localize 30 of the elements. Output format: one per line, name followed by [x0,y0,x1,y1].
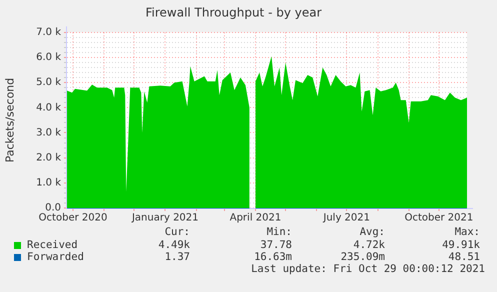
text: Avg: [360,226,385,238]
y-tick-label: 3.0 k [36,127,62,138]
x-tick-label: October 2020 [38,212,108,224]
chart-title: Firewall Throughput - by year [145,5,322,20]
x-tick-label: January 2021 [130,212,199,224]
y-axis-title: Packets/second [3,78,16,163]
y-tick-label: 5.0 k [36,77,62,88]
text: 49.91k [442,239,480,251]
legend-label: Received [27,239,78,251]
legend-label: Forwarded [27,251,84,263]
text: Cur: [164,226,190,238]
y-tick-label: 1.0 k [36,178,62,189]
y-tick-label: 0.0 [45,202,61,214]
text: 235.09m [340,251,385,263]
text: 16.63m [254,251,292,263]
x-tick-label: July 2021 [322,212,370,224]
y-tick-label: 7.0 k [36,26,62,38]
text: 4.72k [353,239,385,251]
y-tick-label: 4.0 k [36,102,62,114]
x-tick-label: April 2021 [230,212,282,224]
x-tick-label: October 2021 [404,212,474,224]
text: Max: [454,226,480,238]
text: 1.37 [164,251,190,263]
text: Min: [266,226,292,238]
text: 4.49k [158,239,190,251]
y-tick-label: 6.0 k [36,52,62,64]
text: 37.78 [260,239,292,251]
text: 48.51 [448,251,480,263]
text: Last update: Fri Oct 29 00:00:12 2021 [251,263,485,275]
y-tick-label: 2.0 k [36,152,62,164]
